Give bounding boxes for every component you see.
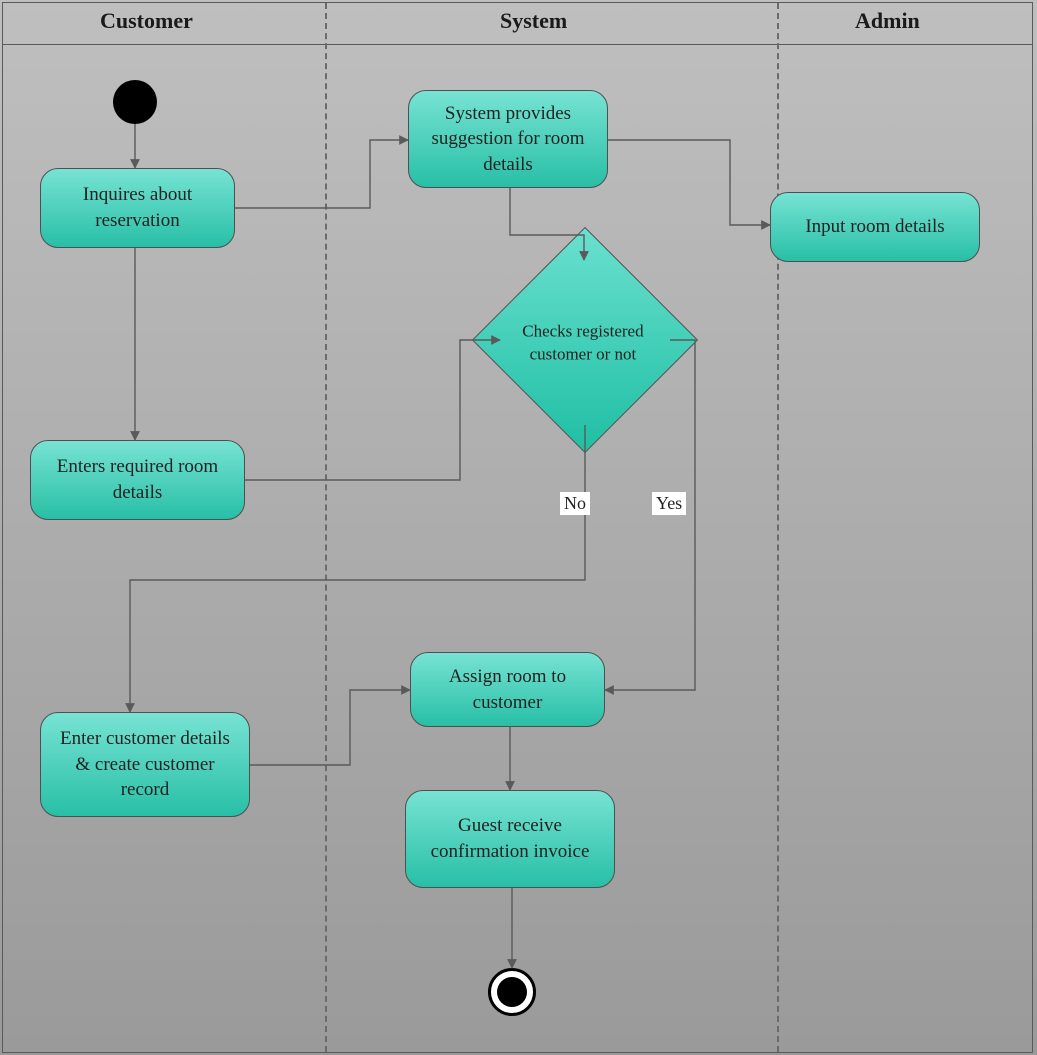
node-label: Input room details — [805, 214, 944, 240]
node-label: Checks registered customer or not — [503, 321, 663, 367]
node-entercust: Enter customer details & create customer… — [40, 712, 250, 817]
node-input-room: Input room details — [770, 192, 980, 262]
end-node-dot — [497, 977, 527, 1007]
lane-header-system: System — [500, 8, 567, 34]
edge-label-no: No — [560, 492, 590, 515]
node-inquire: Inquires about reservation — [40, 168, 235, 248]
lane-header-customer: Customer — [100, 8, 193, 34]
node-assign: Assign room to customer — [410, 652, 605, 727]
node-label: System provides suggestion for room deta… — [419, 101, 597, 178]
node-label: Enter customer details & create customer… — [51, 726, 239, 803]
node-label: Inquires about reservation — [51, 182, 224, 233]
lane-header-admin: Admin — [855, 8, 920, 34]
lane-divider-1 — [325, 3, 327, 1052]
node-invoice: Guest receive confirmation invoice — [405, 790, 615, 888]
node-label: Assign room to customer — [421, 664, 594, 715]
node-suggest: System provides suggestion for room deta… — [408, 90, 608, 188]
node-label: Guest receive confirmation invoice — [416, 813, 604, 864]
edge-label-yes: Yes — [652, 492, 686, 515]
lane-header-divider — [3, 44, 1032, 45]
node-enters: Enters required room details — [30, 440, 245, 520]
node-label: Enters required room details — [41, 454, 234, 505]
start-node — [113, 80, 157, 124]
lane-divider-2 — [777, 3, 779, 1052]
